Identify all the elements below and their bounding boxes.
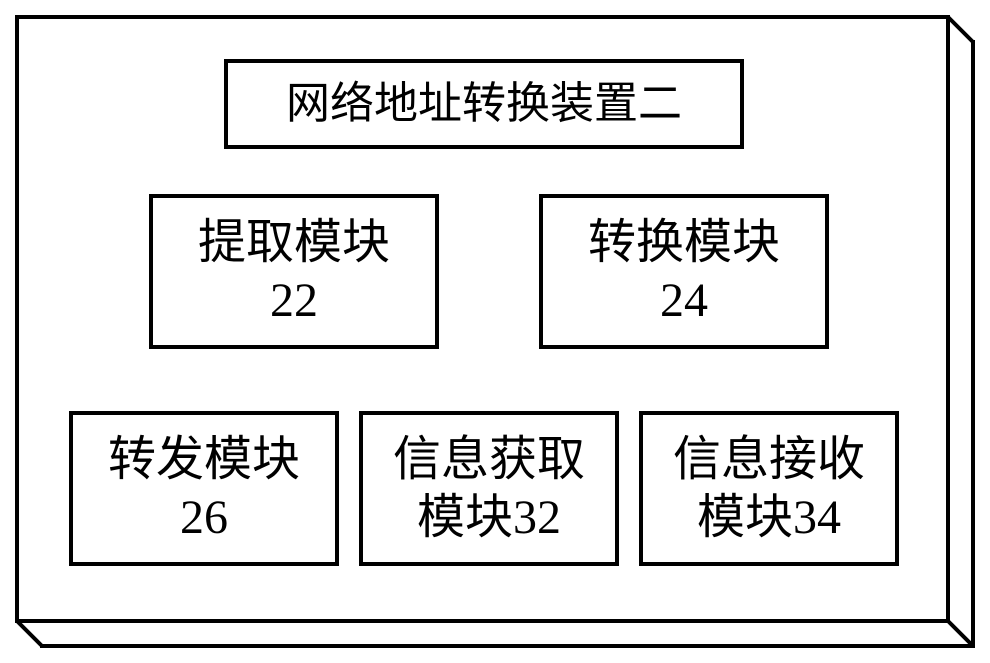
module-info-receive: 信息接收模块34 (639, 411, 899, 566)
module-info-get: 信息获取模块32 (359, 411, 619, 566)
front-panel: 网络地址转换装置二 提取模块22转换模块24转发模块26信息获取模块32信息接收… (15, 15, 950, 623)
module-line1: 转发模块 (108, 431, 300, 489)
module-line1: 信息获取 (393, 431, 585, 489)
module-line2: 22 (270, 272, 318, 330)
module-line2: 26 (180, 489, 228, 547)
title-box: 网络地址转换装置二 (224, 59, 744, 149)
diagram-container: 网络地址转换装置二 提取模块22转换模块24转发模块26信息获取模块32信息接收… (15, 15, 975, 648)
edge-right (971, 40, 975, 648)
module-line1: 转换模块 (588, 214, 780, 272)
module-line2: 24 (660, 272, 708, 330)
module-forward: 转发模块26 (69, 411, 339, 566)
module-convert: 转换模块24 (539, 194, 829, 349)
module-line2: 模块32 (417, 489, 561, 547)
module-line1: 信息接收 (673, 431, 865, 489)
module-line2: 模块34 (697, 489, 841, 547)
edge-bottom (40, 644, 975, 648)
module-line1: 提取模块 (198, 214, 390, 272)
module-extract: 提取模块22 (149, 194, 439, 349)
title-text: 网络地址转换装置二 (286, 78, 682, 131)
